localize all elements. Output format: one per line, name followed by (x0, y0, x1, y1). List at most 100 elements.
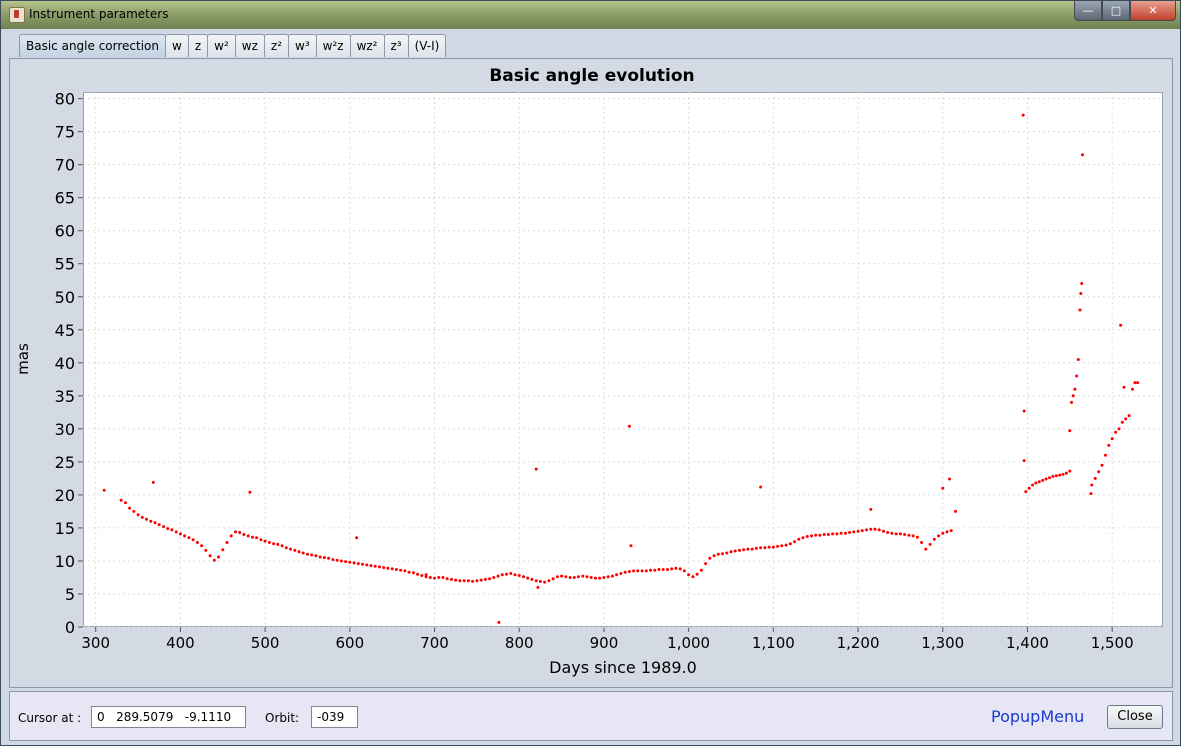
data-point (1107, 443, 1111, 447)
x-tick-label: 1,500 (1091, 634, 1134, 652)
y-tick-label: 60 (55, 222, 75, 241)
data-point (162, 525, 165, 529)
data-point (246, 534, 250, 538)
data-point (1103, 453, 1107, 457)
y-tick-label: 45 (55, 321, 75, 340)
data-point (441, 576, 445, 579)
tab-4[interactable]: wz (234, 34, 265, 57)
data-point (369, 564, 373, 568)
data-point (331, 558, 335, 562)
data-point (555, 575, 559, 579)
data-point (1031, 483, 1035, 487)
data-point (928, 542, 932, 546)
tab-10[interactable]: (V-I) (407, 34, 447, 57)
close-window-button[interactable]: ✕ (1130, 1, 1176, 21)
data-point (666, 568, 669, 571)
data-point (390, 567, 394, 571)
data-point (1127, 414, 1131, 418)
data-point (750, 547, 754, 551)
data-point (1117, 427, 1121, 431)
data-point (462, 579, 466, 583)
data-point (954, 509, 957, 513)
data-point (1058, 473, 1062, 477)
data-point (869, 507, 873, 511)
tab-6[interactable]: w³ (288, 34, 317, 57)
data-point (1044, 477, 1048, 481)
data-point (543, 580, 547, 584)
data-point (272, 542, 276, 546)
data-point (475, 579, 479, 583)
data-point (123, 501, 127, 505)
data-point (234, 530, 237, 534)
data-point (1022, 459, 1026, 463)
data-point (949, 529, 953, 533)
chart-title: Basic angle evolution (489, 66, 695, 86)
y-tick-label: 20 (55, 486, 75, 505)
data-point (699, 568, 703, 572)
maximize-button[interactable]: □ (1102, 1, 1130, 21)
y-tick-label: 40 (55, 354, 75, 373)
data-point (1075, 374, 1079, 378)
plot-area[interactable] (83, 92, 1163, 627)
data-point (657, 568, 661, 571)
data-point (284, 546, 288, 550)
data-point (407, 570, 411, 574)
data-point (716, 552, 720, 556)
data-point (318, 555, 322, 559)
data-point (263, 539, 267, 543)
data-point (522, 575, 525, 579)
tab-7[interactable]: w²z (315, 34, 351, 57)
data-point (860, 529, 864, 533)
data-point (212, 558, 216, 562)
data-point (839, 531, 843, 535)
data-point (797, 537, 801, 541)
data-point (1080, 282, 1084, 285)
orbit-field[interactable]: -039 (311, 706, 358, 728)
x-tick-label: 400 (166, 634, 195, 652)
data-point (564, 575, 568, 579)
data-point (433, 576, 436, 580)
data-point (1041, 478, 1045, 482)
data-point (348, 560, 352, 564)
cursor-position-field[interactable]: 0 289.5079 -9.1110 (91, 706, 246, 728)
data-point (225, 541, 229, 544)
data-point (674, 566, 678, 570)
title-bar[interactable]: Instrument parameters — □ ✕ (1, 1, 1180, 29)
data-point (780, 544, 784, 548)
data-point (157, 523, 161, 527)
tab-8[interactable]: wz² (349, 34, 385, 57)
minimize-button[interactable]: — (1074, 1, 1102, 21)
tab-bar: Basic angle correction w z w² wz z² w³ w²z wz² z³… (9, 31, 1173, 57)
popup-menu-link[interactable]: PopupMenu (991, 707, 1085, 726)
data-point (733, 549, 737, 553)
data-point (454, 578, 458, 582)
data-point (877, 528, 881, 532)
data-point (437, 576, 441, 579)
data-point (1061, 472, 1065, 476)
data-point (119, 498, 123, 502)
data-point (801, 536, 805, 540)
close-button[interactable]: Close (1107, 705, 1163, 729)
data-point (661, 568, 665, 571)
data-point (310, 553, 314, 557)
data-point (1120, 420, 1124, 424)
data-point (355, 536, 359, 540)
data-point (1073, 387, 1077, 391)
data-point (445, 577, 449, 581)
y-tick-label: 50 (55, 288, 75, 307)
data-point (195, 541, 199, 544)
data-point (649, 568, 652, 572)
y-tick-label: 5 (65, 585, 75, 604)
data-point (361, 562, 364, 566)
tab-0[interactable]: Basic angle correction (19, 34, 166, 57)
data-point (174, 530, 178, 534)
data-point (852, 530, 856, 534)
data-point (1024, 490, 1028, 494)
status-bar: Cursor at : 0 289.5079 -9.1110 Orbit: -0… (9, 691, 1173, 741)
data-point (708, 556, 712, 560)
data-point (394, 568, 398, 571)
data-point (738, 548, 741, 552)
y-tick-label: 80 (55, 90, 75, 109)
data-point (204, 548, 208, 552)
data-point (1089, 492, 1093, 496)
